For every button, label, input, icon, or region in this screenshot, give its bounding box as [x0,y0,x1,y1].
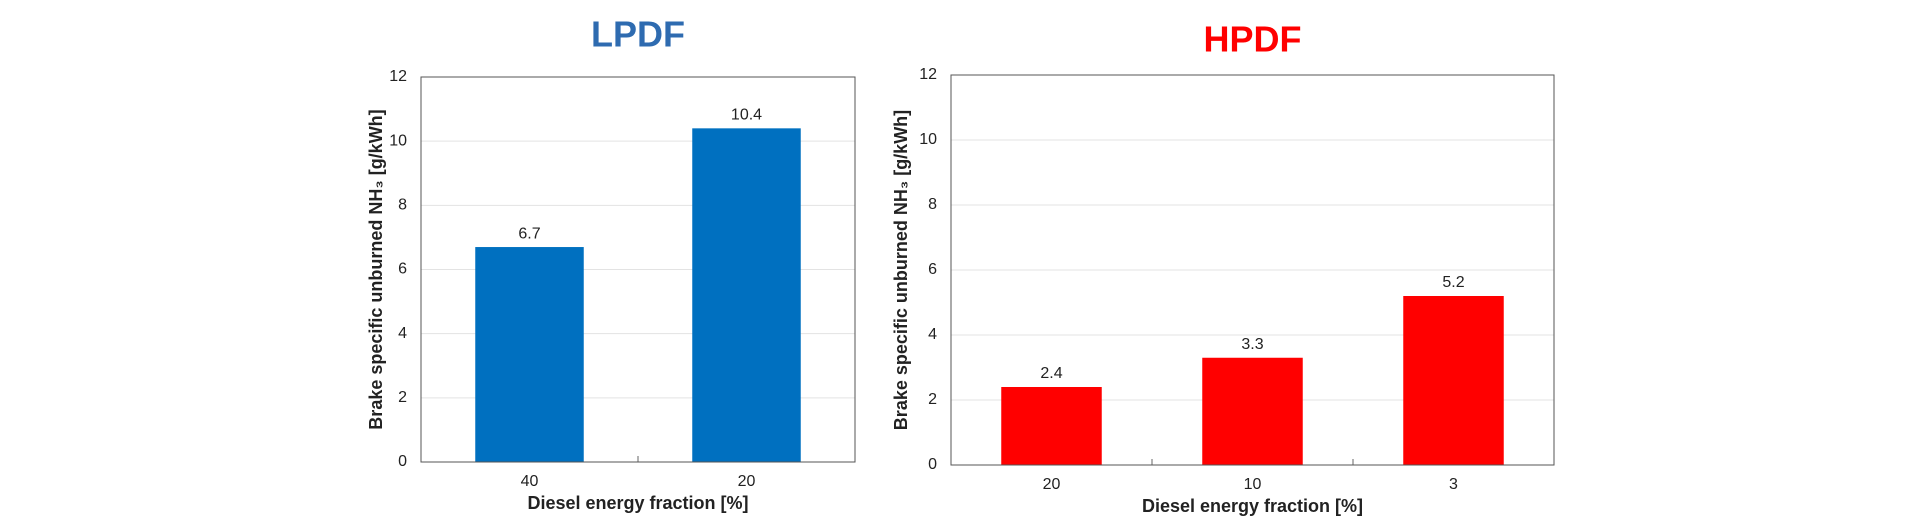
y-tick-label: 10 [919,131,937,148]
bar [1403,296,1504,465]
x-tick-label: 20 [1043,476,1061,493]
bar [1001,387,1102,465]
y-tick-label: 2 [928,391,937,408]
data-label: 10.4 [731,107,762,124]
data-label: 6.7 [518,225,540,242]
bar [692,128,801,463]
data-label: 2.4 [1040,365,1062,382]
y-tick-label: 2 [398,389,407,406]
y-tick-label: 10 [389,132,407,149]
y-tick-label: 8 [398,197,407,214]
y-tick-label: 4 [398,325,407,342]
plot-frame [950,74,1555,466]
x-tick-label: 10 [1244,476,1262,493]
x-axis-title: Diesel energy fraction [%] [1142,496,1363,516]
y-tick-label: 8 [928,196,937,213]
x-tick-label: 3 [1449,476,1458,493]
x-tick-label: 40 [521,473,539,490]
y-tick-label: 6 [398,261,407,278]
y-tick-label: 4 [928,326,937,343]
y-tick-label: 6 [928,261,937,278]
chart-title: HPDF [1204,19,1302,60]
y-tick-label: 0 [398,453,407,470]
y-tick-label: 12 [919,66,937,83]
data-label: 5.2 [1442,274,1464,291]
bar [475,247,584,462]
y-axis-title: Brake specific unburned NH₃ [g/kWh] [366,109,386,429]
y-axis-title: Brake specific unburned NH₃ [g/kWh] [891,110,911,430]
bar [1202,357,1303,465]
y-tick-label: 12 [389,68,407,85]
y-tick-label: 0 [928,456,937,473]
x-axis-title: Diesel energy fraction [%] [527,493,748,513]
plot-frame [420,76,856,463]
x-tick-label: 20 [738,473,756,490]
chart-title: LPDF [591,14,685,55]
data-label: 3.3 [1241,336,1263,353]
